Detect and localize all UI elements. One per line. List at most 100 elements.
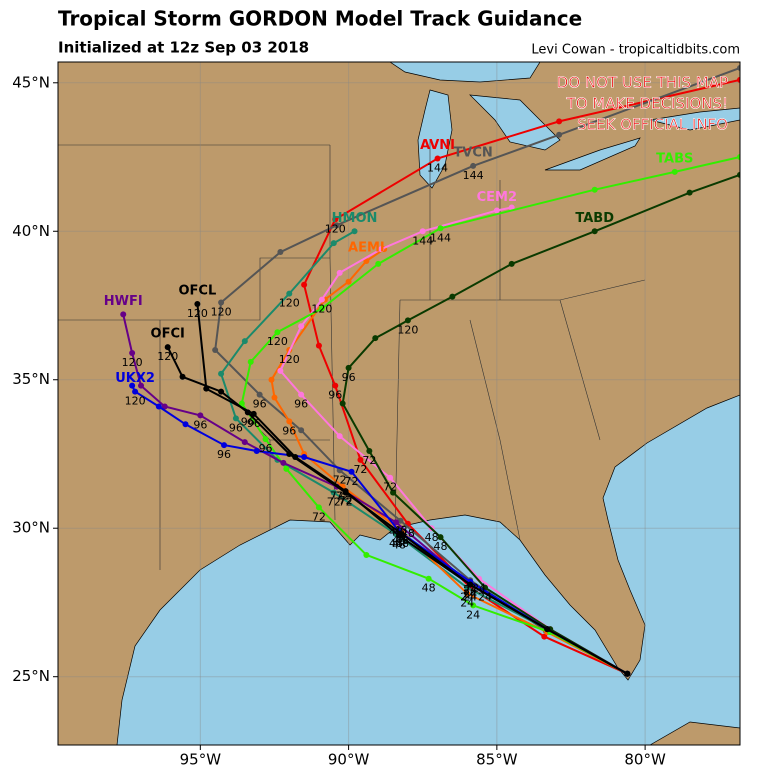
track-point xyxy=(164,344,171,351)
forecast-hour: 48 xyxy=(395,534,409,547)
forecast-hour: 120 xyxy=(187,307,208,320)
track-point xyxy=(298,323,305,330)
track-point xyxy=(155,403,162,410)
forecast-hour: 72 xyxy=(353,463,367,476)
forecast-hour: 24 xyxy=(466,608,480,621)
model-name: TABD xyxy=(575,211,614,226)
forecast-hour: 120 xyxy=(325,222,346,235)
track-point xyxy=(437,534,444,541)
track-point xyxy=(318,296,325,303)
track-point xyxy=(298,391,305,398)
track-point xyxy=(591,186,598,193)
forecast-hour: 96 xyxy=(247,417,261,430)
track-line xyxy=(166,346,628,675)
track-point xyxy=(493,207,500,214)
forecast-hour: 96 xyxy=(294,398,308,411)
forecast-hour: 72 xyxy=(330,490,344,503)
track-point xyxy=(194,301,201,308)
track-point xyxy=(277,367,284,374)
forecast-hour: 24 xyxy=(463,588,477,601)
forecast-hour: 96 xyxy=(259,442,273,455)
disclaimer-line: TO MAKE DECISIONS! xyxy=(566,95,728,113)
track-line xyxy=(131,385,628,675)
cuba xyxy=(649,721,740,745)
track-point xyxy=(437,225,444,232)
track-point xyxy=(336,269,343,276)
forecast-hour: 24 xyxy=(460,597,474,610)
forecast-hour: 48 xyxy=(392,539,406,552)
model-name: OFCI xyxy=(151,327,185,342)
lake-michigan xyxy=(417,89,453,189)
track-point xyxy=(315,504,322,511)
state-borders xyxy=(58,140,646,570)
track-point xyxy=(161,403,168,410)
track-point xyxy=(372,335,379,342)
track-point xyxy=(129,382,136,389)
forecast-hour: 144 xyxy=(427,162,448,175)
track-point xyxy=(470,162,477,169)
forecast-hour: 96 xyxy=(229,421,243,434)
track-point xyxy=(556,131,563,138)
track-point xyxy=(390,489,397,496)
lat-tick-label: 30°N xyxy=(12,519,50,537)
track-point xyxy=(624,670,631,677)
track-point xyxy=(179,373,186,380)
forecast-hour: 120 xyxy=(397,323,418,336)
track-point xyxy=(247,358,254,365)
forecast-hour: 48 xyxy=(434,540,448,553)
subtitle: Initialized at 12z Sep 03 2018 xyxy=(58,39,309,57)
forecast-hour: 72 xyxy=(362,454,376,467)
forecast-hour: 96 xyxy=(342,371,356,384)
lat-tick-label: 35°N xyxy=(12,370,50,388)
track-point xyxy=(508,260,515,267)
lat-tick-label: 45°N xyxy=(12,73,50,91)
lon-tick-label: 80°W xyxy=(624,751,666,769)
track-point xyxy=(449,293,456,300)
model-name: TABS xyxy=(656,151,693,166)
tracks xyxy=(120,64,740,677)
track-point xyxy=(591,228,598,235)
lake-ontario xyxy=(649,107,740,131)
forecast-hour: 120 xyxy=(279,297,300,310)
track-point xyxy=(345,278,352,285)
track-point xyxy=(182,421,189,428)
basemap xyxy=(58,62,740,745)
track-point xyxy=(283,465,290,472)
track-point xyxy=(366,448,373,455)
track-point xyxy=(218,388,225,395)
forecast-hour: 144 xyxy=(412,234,433,247)
forecast-hour: 72 xyxy=(327,496,341,509)
track-point xyxy=(330,240,337,247)
track-point xyxy=(686,189,693,196)
track-point xyxy=(253,448,260,455)
forecast-hour: 96 xyxy=(241,415,255,428)
forecast-hour: 48 xyxy=(392,534,406,547)
track-point xyxy=(387,474,394,481)
track-point xyxy=(286,450,293,457)
forecast-hour: 120 xyxy=(267,335,288,348)
lat-tick-label: 25°N xyxy=(12,667,50,685)
forecast-hour: 96 xyxy=(193,418,207,431)
track-point xyxy=(345,364,352,371)
track-point xyxy=(671,168,678,175)
track-line xyxy=(270,248,628,675)
forecast-hour: 24 xyxy=(460,591,474,604)
forecast-hour: 120 xyxy=(311,303,332,316)
forecast-hour: 48 xyxy=(395,537,409,550)
forecast-hour: 120 xyxy=(122,356,143,369)
track-point xyxy=(544,626,551,633)
model-name: OFCL xyxy=(178,284,216,299)
track-line xyxy=(219,230,628,675)
track-point xyxy=(232,415,239,422)
forecast-hour: 120 xyxy=(125,395,146,408)
track-point xyxy=(212,347,219,354)
track-point xyxy=(241,338,248,345)
forecast-hour: 96 xyxy=(217,448,231,461)
forecast-hour: 24 xyxy=(472,582,486,595)
track-point xyxy=(467,581,474,588)
track-point xyxy=(556,118,563,125)
forecast-hour: 48 xyxy=(393,524,407,537)
track-point xyxy=(129,350,136,357)
track-point xyxy=(197,412,204,419)
